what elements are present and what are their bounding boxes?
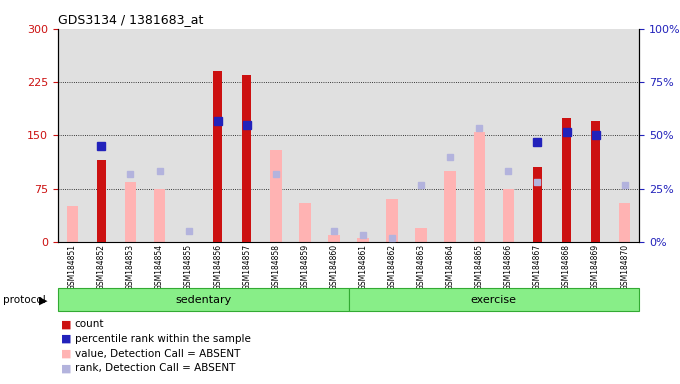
- Bar: [619, 203, 630, 242]
- Bar: [494, 242, 523, 290]
- Bar: [465, 242, 494, 290]
- Text: ▶: ▶: [39, 295, 48, 305]
- Bar: [97, 160, 106, 242]
- Bar: [473, 132, 485, 242]
- Bar: [116, 29, 145, 242]
- Bar: [465, 29, 494, 242]
- Text: GSM184858: GSM184858: [271, 244, 280, 290]
- Text: rank, Detection Call = ABSENT: rank, Detection Call = ABSENT: [75, 363, 235, 373]
- Bar: [58, 288, 348, 311]
- Bar: [581, 29, 610, 242]
- Bar: [67, 207, 78, 242]
- Bar: [386, 199, 398, 242]
- Text: GSM184869: GSM184869: [591, 244, 600, 290]
- Bar: [299, 203, 311, 242]
- Bar: [523, 29, 552, 242]
- Text: GSM184851: GSM184851: [68, 244, 77, 290]
- Bar: [591, 121, 600, 242]
- Bar: [87, 242, 116, 290]
- Bar: [154, 189, 165, 242]
- Bar: [290, 242, 320, 290]
- Text: GSM184856: GSM184856: [214, 244, 222, 290]
- Text: GSM184852: GSM184852: [97, 244, 106, 290]
- Bar: [328, 235, 340, 242]
- Bar: [377, 242, 407, 290]
- Bar: [562, 118, 571, 242]
- Bar: [270, 149, 282, 242]
- Bar: [436, 242, 465, 290]
- Bar: [174, 29, 203, 242]
- Bar: [242, 75, 251, 242]
- Bar: [116, 242, 145, 290]
- Text: GSM184866: GSM184866: [504, 244, 513, 290]
- Bar: [503, 189, 514, 242]
- Text: GSM184855: GSM184855: [184, 244, 193, 290]
- Text: GSM184865: GSM184865: [475, 244, 483, 290]
- Bar: [232, 242, 261, 290]
- Text: sedentary: sedentary: [175, 295, 231, 305]
- Bar: [533, 167, 542, 242]
- Text: exercise: exercise: [471, 295, 517, 305]
- Bar: [261, 242, 290, 290]
- Bar: [407, 242, 436, 290]
- Text: GDS3134 / 1381683_at: GDS3134 / 1381683_at: [58, 13, 203, 26]
- Text: GSM184854: GSM184854: [155, 244, 164, 290]
- Text: GSM184860: GSM184860: [330, 244, 339, 290]
- Text: GSM184864: GSM184864: [446, 244, 455, 290]
- Bar: [552, 29, 581, 242]
- Text: ■: ■: [61, 363, 71, 373]
- Bar: [174, 242, 203, 290]
- Text: protocol: protocol: [3, 295, 46, 305]
- Bar: [290, 29, 320, 242]
- Bar: [145, 242, 174, 290]
- Text: GSM184853: GSM184853: [126, 244, 135, 290]
- Bar: [407, 29, 436, 242]
- Bar: [58, 29, 87, 242]
- Text: GSM184870: GSM184870: [620, 244, 629, 290]
- Text: GSM184857: GSM184857: [242, 244, 251, 290]
- Bar: [436, 29, 465, 242]
- Text: GSM184859: GSM184859: [301, 244, 309, 290]
- Bar: [494, 29, 523, 242]
- Bar: [261, 29, 290, 242]
- Text: ■: ■: [61, 349, 71, 359]
- Bar: [552, 242, 581, 290]
- Bar: [214, 71, 222, 242]
- Bar: [232, 29, 261, 242]
- Text: GSM184861: GSM184861: [358, 244, 367, 290]
- Bar: [348, 29, 377, 242]
- Bar: [203, 242, 232, 290]
- Text: GSM184867: GSM184867: [533, 244, 542, 290]
- Text: count: count: [75, 319, 104, 329]
- Bar: [610, 242, 639, 290]
- Bar: [581, 242, 610, 290]
- Bar: [320, 29, 348, 242]
- Text: percentile rank within the sample: percentile rank within the sample: [75, 334, 251, 344]
- Bar: [320, 242, 348, 290]
- Bar: [445, 171, 456, 242]
- Bar: [87, 29, 116, 242]
- Text: ■: ■: [61, 319, 71, 329]
- Bar: [377, 29, 407, 242]
- Bar: [357, 238, 369, 242]
- Text: GSM184863: GSM184863: [417, 244, 426, 290]
- Text: GSM184862: GSM184862: [388, 244, 396, 290]
- Text: value, Detection Call = ABSENT: value, Detection Call = ABSENT: [75, 349, 240, 359]
- Text: ■: ■: [61, 334, 71, 344]
- Bar: [348, 288, 639, 311]
- Bar: [58, 242, 87, 290]
- Bar: [348, 242, 377, 290]
- Bar: [610, 29, 639, 242]
- Bar: [203, 29, 232, 242]
- Bar: [523, 242, 552, 290]
- Bar: [145, 29, 174, 242]
- Bar: [415, 228, 427, 242]
- Bar: [124, 182, 136, 242]
- Text: GSM184868: GSM184868: [562, 244, 571, 290]
